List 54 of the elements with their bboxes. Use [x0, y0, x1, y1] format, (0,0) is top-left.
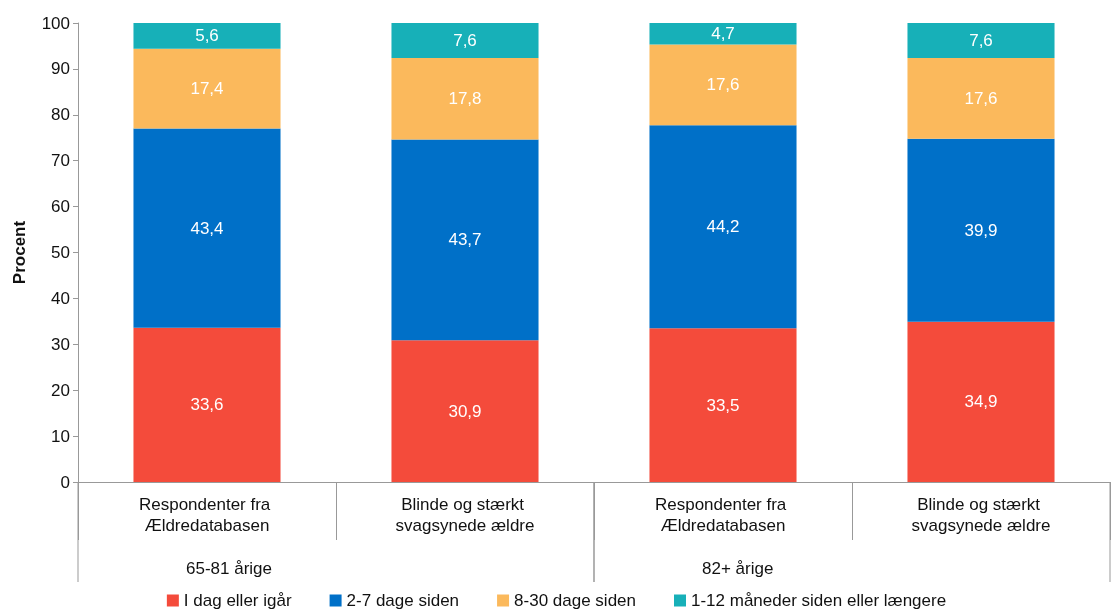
data-label: 33,5: [706, 395, 740, 415]
y-tick-label: 30: [51, 334, 70, 354]
bar: [649, 328, 797, 482]
bar: [133, 327, 281, 482]
y-axis-title: Procent: [10, 220, 29, 285]
bar: [391, 57, 539, 140]
bar: [907, 138, 1055, 322]
x-tick-label: Respondenter fra Ældredatabasen: [138, 495, 276, 535]
data-label: 17,6: [964, 88, 998, 108]
legend-label: I dag eller igår: [183, 591, 292, 610]
y-tick-label: 90: [51, 59, 70, 79]
bar: [133, 128, 281, 328]
text: 82+ årige: [702, 559, 774, 578]
data-label: 33,6: [190, 395, 224, 415]
y-tick-label: 40: [51, 288, 70, 308]
y-tick-label: 10: [51, 426, 70, 446]
data-label: 17,8: [448, 89, 482, 109]
bar: [649, 23, 797, 45]
data-label: 17,4: [190, 79, 224, 99]
text: 65-81 årige: [186, 559, 273, 578]
data-label: 39,9: [964, 220, 998, 240]
legend-label: 2-7 dage siden: [346, 591, 460, 610]
bar: [133, 23, 281, 49]
data-label: 17,6: [706, 75, 740, 95]
data-label: 5,6: [195, 26, 219, 46]
bar: [649, 125, 797, 329]
y-tick-label: 50: [51, 243, 70, 262]
bar: [649, 44, 797, 126]
bar: [391, 340, 539, 482]
x-tick-label: Respondenter fra Ældredatabasen: [654, 495, 792, 535]
data-label: 34,9: [964, 392, 998, 412]
bar: [391, 23, 539, 58]
data-label: 43,7: [448, 230, 482, 250]
data-label: 7,6: [969, 30, 993, 50]
data-label: 44,2: [706, 217, 740, 237]
y-tick-label: 60: [51, 197, 70, 217]
bar: [907, 321, 1055, 482]
bar: [907, 23, 1055, 58]
y-tick-label: 70: [51, 151, 70, 171]
x-tick-label: Blinde og stærkt svagsynede ældre: [395, 495, 535, 535]
y-tick-label: 100: [41, 13, 70, 33]
data-label: 30,9: [448, 401, 482, 421]
y-tick-label: 80: [51, 105, 70, 125]
x-tick-label: Blinde og stærkt svagsynede ældre: [911, 495, 1051, 535]
data-label: 7,6: [453, 30, 477, 50]
y-tick-label: 20: [51, 380, 70, 400]
bar: [391, 139, 539, 341]
legend-label: 1-12 måneder siden eller længere: [690, 591, 947, 610]
data-label: 43,4: [190, 218, 224, 238]
legend-label: 8-30 dage siden: [514, 591, 636, 610]
bar: [907, 57, 1055, 139]
bar: [133, 48, 281, 129]
data-label: 4,7: [711, 24, 735, 44]
y-tick-label: 0: [60, 472, 70, 492]
